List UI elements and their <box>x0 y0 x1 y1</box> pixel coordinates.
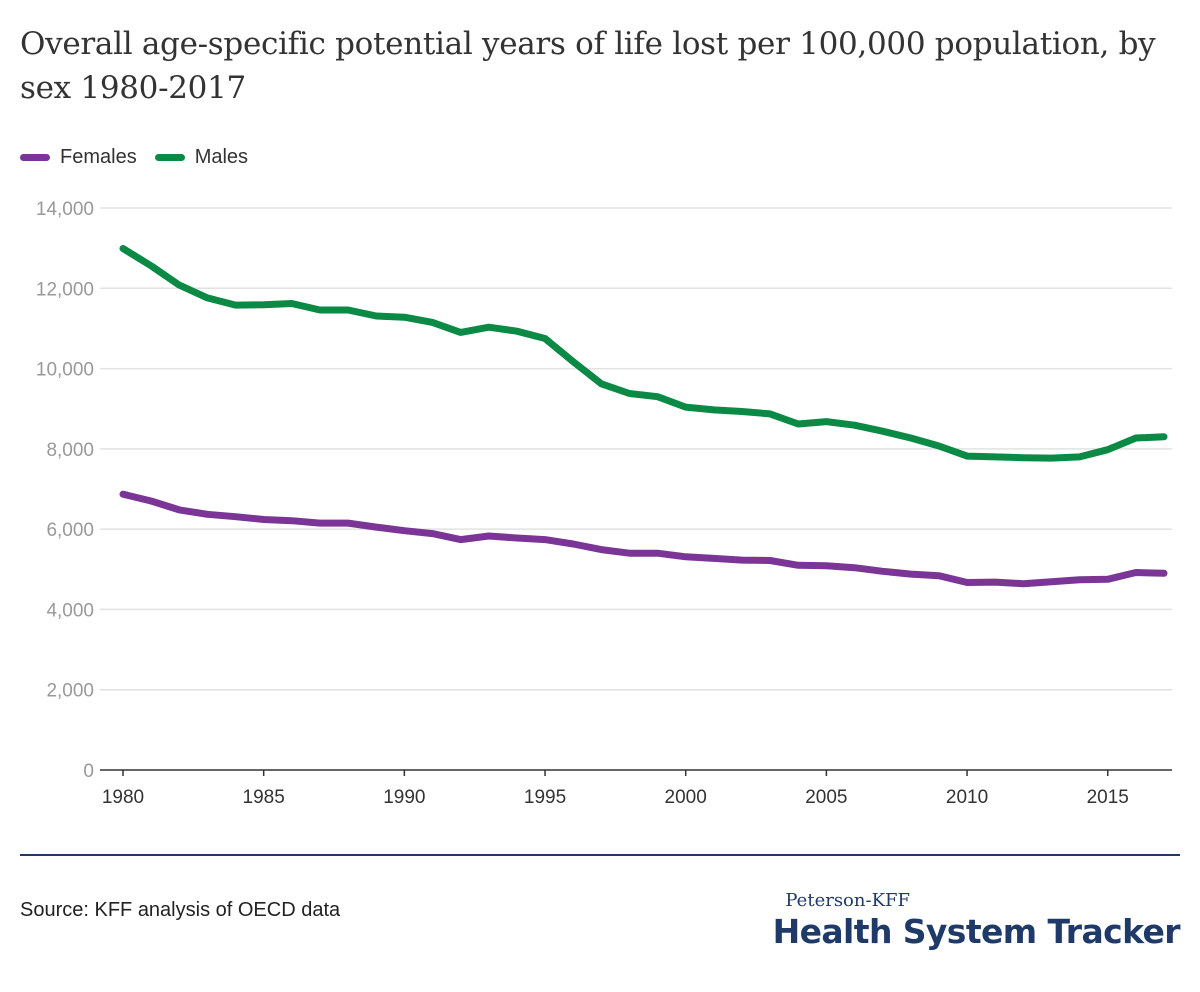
x-tick-label: 2005 <box>805 787 847 808</box>
y-tick-label: 14,000 <box>36 199 94 220</box>
legend-item-females[interactable]: Females <box>20 146 137 169</box>
y-tick-label: 12,000 <box>36 279 94 300</box>
legend-label-females: Females <box>60 145 137 168</box>
x-tick-label: 1980 <box>102 787 144 808</box>
series-line-females <box>119 490 1168 588</box>
legend-item-males[interactable]: Males <box>154 145 249 169</box>
x-tick-label: 1990 <box>383 787 425 808</box>
legend-label-males: Males <box>194 145 249 168</box>
y-tick-label: 4,000 <box>46 600 94 621</box>
legend: Females Males <box>20 144 266 170</box>
y-tick-label: 10,000 <box>36 360 94 381</box>
brand-name-small: Peterson-KFF <box>785 890 910 911</box>
footer-divider <box>20 854 1180 856</box>
line-chart: 0 2,000 4,000 6,000 8,000 10,000 12,000 14,000 1… <box>36 199 1172 808</box>
series-line-males <box>119 245 1168 462</box>
x-tick-label: 2010 <box>946 787 988 808</box>
legend-swatch-males <box>154 153 185 161</box>
y-tick-label: 8,000 <box>46 440 94 461</box>
source-note: Source: KFF analysis of OECD data <box>20 899 341 921</box>
x-tick-label: 1985 <box>243 787 285 808</box>
y-tick-label: 0 <box>83 761 94 782</box>
y-tick-label: 2,000 <box>46 681 94 702</box>
x-tick-label: 2000 <box>665 787 707 808</box>
x-tick-label: 2015 <box>1087 787 1129 808</box>
x-tick-label: 1995 <box>524 787 566 808</box>
chart-title: Overall age-specific potential years of … <box>20 26 1156 106</box>
brand-logo: Health System Tracker <box>772 912 1181 951</box>
y-tick-label: 6,000 <box>46 520 94 541</box>
legend-swatch-females <box>20 153 50 161</box>
